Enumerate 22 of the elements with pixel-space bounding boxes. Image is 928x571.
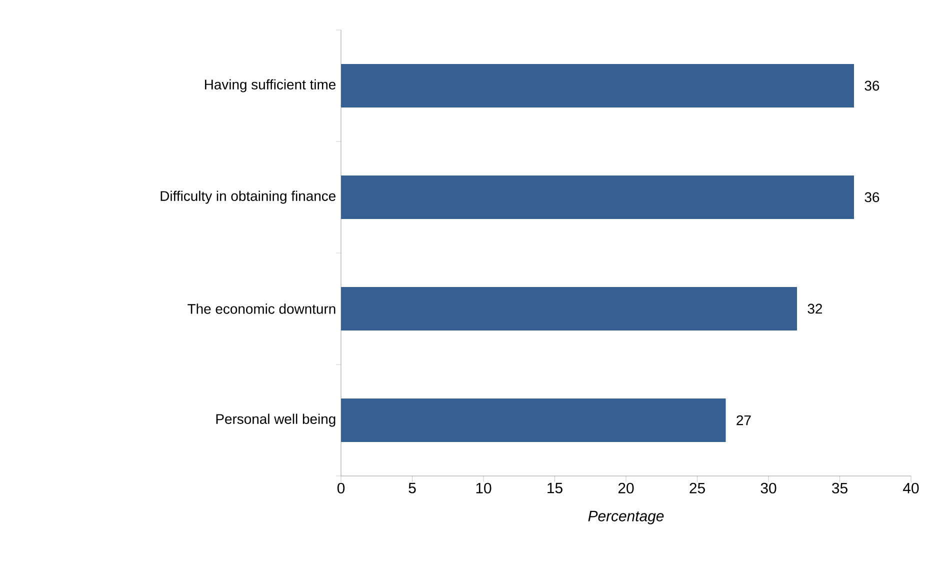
x-tick-label: 40 (903, 482, 919, 494)
bar (341, 175, 854, 219)
bar (341, 64, 854, 108)
bar (341, 398, 726, 442)
data-label: 36 (864, 192, 880, 202)
x-tick-label: 20 (618, 482, 634, 494)
x-tick-label: 35 (832, 482, 848, 494)
y-tick-label: The economic downturn (188, 304, 336, 314)
x-tick-label: 15 (548, 482, 562, 494)
y-tick-label: Having sufficient time (204, 79, 336, 92)
x-tick-label: 30 (760, 482, 776, 494)
x-tick-label: 10 (476, 482, 492, 494)
x-tick-label: 25 (690, 482, 705, 494)
data-label: 27 (736, 415, 751, 426)
data-label: 36 (864, 80, 880, 91)
data-label: 32 (808, 304, 822, 314)
x-axis-title: Percentage (588, 510, 664, 524)
x-tick-label: 0 (337, 482, 345, 494)
x-tick-label: 5 (408, 482, 416, 494)
bar (341, 286, 798, 330)
y-tick-label: Difficulty in obtaining finance (160, 190, 336, 204)
y-tick-label: Personal well being (216, 414, 336, 427)
